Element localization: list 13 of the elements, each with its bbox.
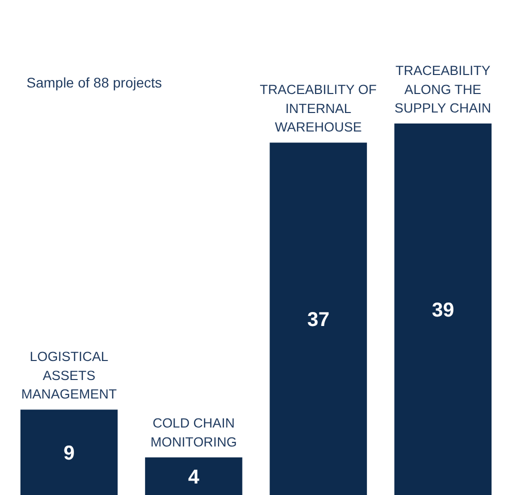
x-tick-label: TRACEABILITY ALONG THE SUPPLY CHAIN [394,63,492,116]
text: Sample of 88 projects [26,74,162,90]
x-tick-label: LOGISTICAL ASSETS MANAGEMENT [21,349,117,402]
bar [145,457,242,495]
bar [20,410,118,495]
x-tick-label: COLD CHAIN MONITORING [150,416,237,450]
data-label: 39 [432,300,454,322]
data-label: 4 [188,466,200,488]
bar [394,124,492,495]
data-label: 37 [307,309,330,332]
data-label: 9 [63,442,75,465]
x-tick-label: TRACEABILITY OF INTERNAL WAREHOUSE [260,82,377,135]
bar [270,142,367,495]
